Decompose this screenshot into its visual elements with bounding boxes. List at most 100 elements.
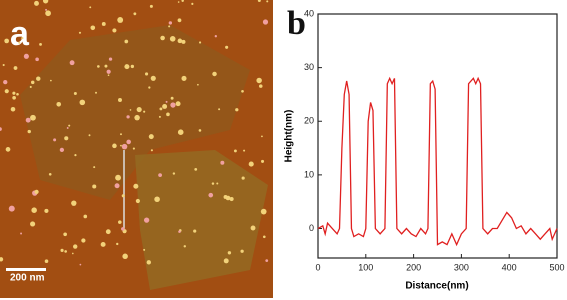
particle: [178, 230, 181, 233]
particle: [95, 91, 97, 94]
particle: [227, 251, 232, 255]
particle: [36, 76, 41, 81]
particle: [175, 101, 181, 107]
particle: [262, 235, 266, 239]
panel-label: b: [287, 5, 306, 42]
particle: [16, 92, 19, 96]
particle: [256, 77, 262, 84]
particle: [63, 232, 67, 237]
particle: [124, 39, 129, 44]
panel-label: a: [10, 15, 30, 53]
particle: [241, 176, 245, 180]
particle: [39, 42, 42, 46]
particle: [129, 109, 132, 111]
particle: [265, 259, 269, 263]
particle: [143, 217, 150, 223]
particle: [260, 208, 267, 215]
particle: [216, 182, 219, 185]
particle: [8, 205, 15, 212]
particle: [211, 182, 215, 185]
particle: [50, 79, 52, 82]
particle: [241, 89, 244, 93]
plot-frame: [317, 13, 558, 259]
particle: [130, 64, 135, 69]
particle: [197, 83, 199, 86]
particle: [116, 242, 119, 246]
particle: [104, 64, 108, 68]
particle: [2, 63, 5, 67]
particle: [158, 115, 161, 118]
particle: [79, 263, 82, 266]
particle: [225, 45, 229, 49]
particle: [56, 101, 62, 107]
particle: [148, 86, 151, 89]
particle: [257, 0, 261, 2]
particle: [83, 214, 88, 219]
particle: [243, 149, 246, 152]
particle: [93, 166, 96, 169]
particle: [124, 64, 130, 70]
particle: [60, 248, 64, 252]
particle: [233, 149, 237, 153]
particle: [48, 172, 52, 176]
particle: [170, 96, 174, 100]
particle: [59, 147, 65, 153]
particle: [115, 174, 121, 181]
particle: [159, 107, 163, 111]
particle: [112, 143, 117, 149]
afm-sheet: [20, 25, 250, 200]
particle: [100, 241, 106, 247]
particle: [73, 244, 78, 249]
particle: [229, 196, 234, 202]
particle: [183, 245, 186, 248]
particle: [154, 196, 160, 203]
particle: [45, 10, 51, 17]
particle: [71, 252, 74, 255]
particle: [120, 133, 122, 136]
x-tick-label: 0: [315, 262, 320, 272]
particle: [208, 192, 214, 198]
particle: [169, 35, 176, 42]
particle: [20, 232, 23, 235]
particle: [97, 65, 100, 68]
particle: [30, 221, 36, 227]
particle: [31, 207, 37, 213]
particle: [4, 38, 10, 44]
profile-line: [317, 76, 558, 247]
x-tick-label: 300: [454, 262, 469, 272]
particle: [146, 260, 152, 265]
particle: [121, 194, 125, 198]
scale-bar: [6, 268, 46, 271]
particle: [10, 106, 16, 112]
particle: [112, 28, 117, 33]
x-axis-label: Distance(nm): [405, 281, 468, 292]
particle: [25, 117, 31, 123]
particle: [45, 8, 48, 11]
particle: [121, 143, 128, 150]
particle: [106, 69, 111, 74]
particle: [143, 248, 146, 251]
particle: [73, 91, 77, 95]
particle: [78, 31, 82, 34]
particle: [88, 134, 91, 137]
particle: [170, 102, 176, 108]
particle: [122, 253, 128, 260]
particle: [168, 25, 171, 28]
particle: [118, 220, 122, 224]
y-tick-label: 20: [304, 116, 314, 126]
particle: [150, 75, 156, 81]
particle: [181, 39, 186, 44]
particle: [114, 183, 120, 189]
particle: [261, 135, 263, 138]
x-tick-label: 500: [549, 262, 564, 272]
particle: [118, 97, 122, 102]
particle: [121, 227, 125, 231]
particle: [194, 167, 198, 171]
particle: [181, 75, 187, 81]
particle: [148, 134, 154, 140]
particle: [126, 115, 130, 119]
particle: [136, 107, 142, 113]
particle: [71, 200, 77, 206]
particle: [105, 229, 111, 235]
